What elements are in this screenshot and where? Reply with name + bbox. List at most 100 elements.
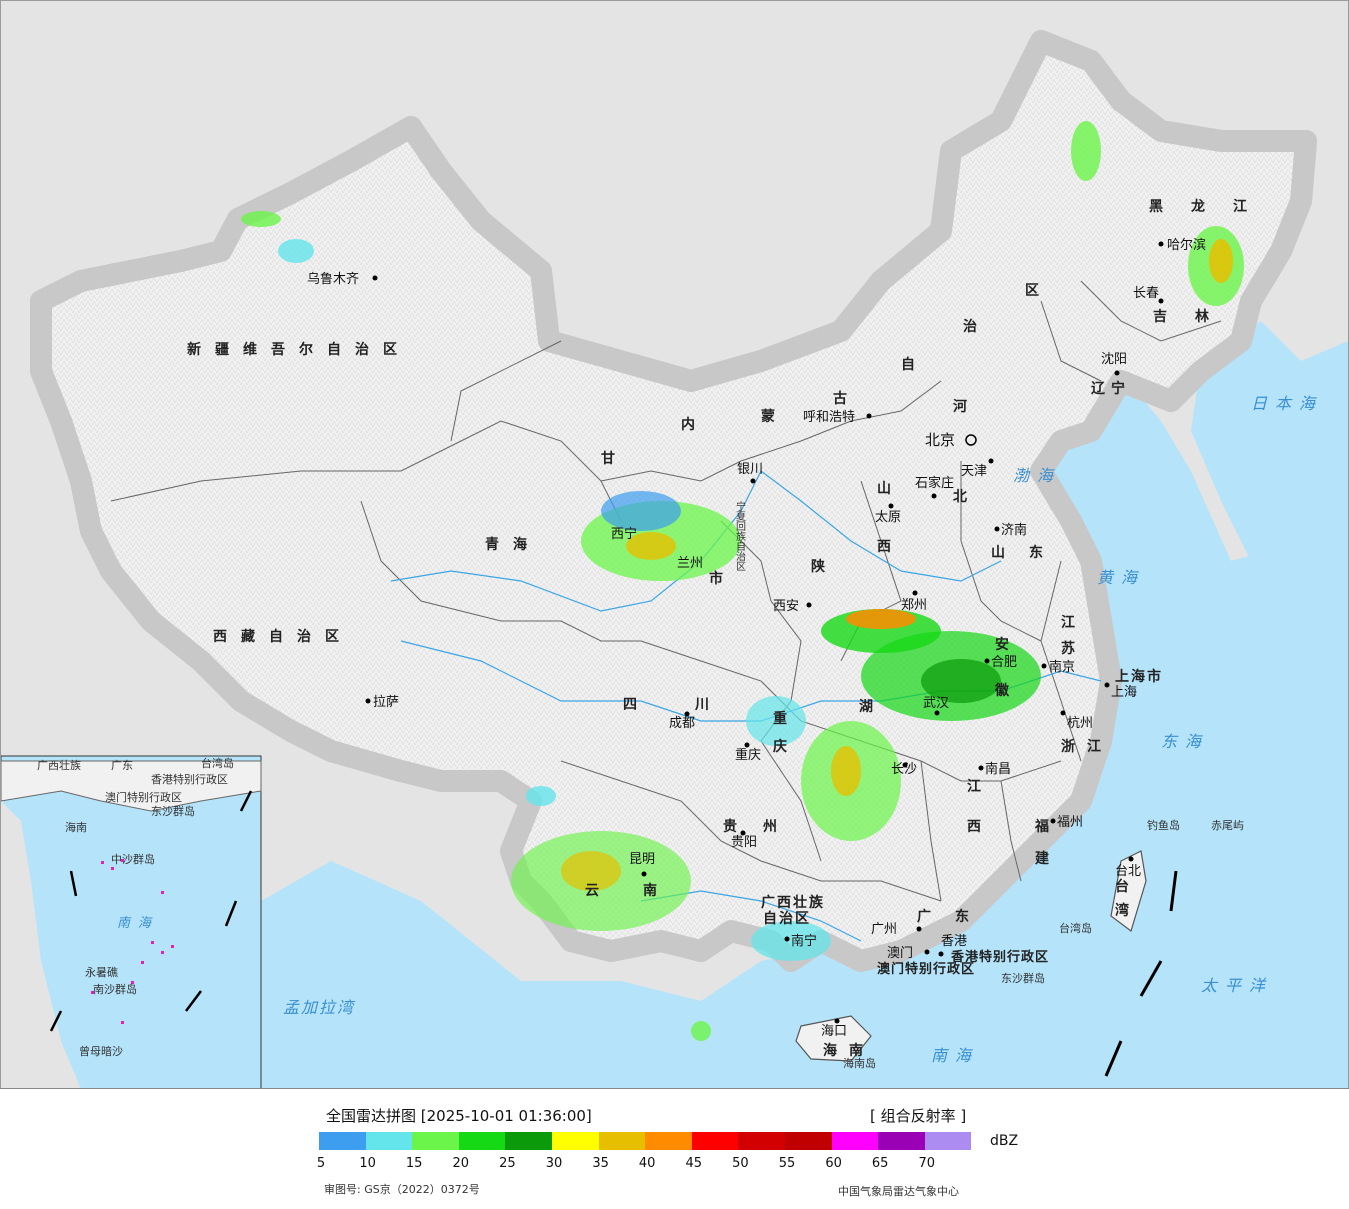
city-zhengzhou: 郑州 [901, 598, 927, 613]
city-hohhot: 呼和浩特 [803, 410, 855, 425]
label-hei: 黑 [1149, 199, 1177, 215]
inset-guangxi: 广西壮族 [37, 758, 81, 772]
label-qinghai: 青海 [485, 536, 541, 553]
tick-65: 65 [871, 1156, 889, 1171]
label-chong: 重 [773, 710, 801, 727]
label-an: 安 [995, 636, 1023, 653]
label-jiang-js: 江 [1061, 614, 1089, 631]
city-hongkong: 香港 [941, 934, 967, 949]
label-dong-gd: 东 [955, 908, 983, 925]
radar-echoes [241, 121, 1244, 1041]
city-urumqi: 乌鲁木齐 [307, 271, 359, 287]
city-shijiazhuang: 石家庄 [915, 475, 954, 491]
label-ji: 吉 [1153, 308, 1181, 325]
label-nanhai: 南海 [931, 1046, 979, 1065]
city-macau: 澳门 [887, 945, 913, 961]
label-liao: 辽 [1091, 381, 1119, 397]
label-zhou: 州 [762, 819, 791, 835]
inset-guangdong: 广东 [111, 759, 133, 772]
label-xizang: 西藏自治区 [213, 628, 353, 645]
unit-label: dBZ [990, 1133, 1019, 1149]
label-he-hebei: 河 [953, 398, 981, 415]
inset-dongsha: 东沙群岛 [151, 804, 195, 818]
city-tianjin: 天津 [961, 464, 987, 479]
color-swatch-9 [738, 1132, 785, 1150]
label-bengal-bay: 孟加拉湾 [283, 998, 356, 1017]
label-diaoyu: 钓鱼岛 [1147, 818, 1180, 832]
tick-50: 50 [732, 1156, 749, 1171]
label-jian: 建 [1035, 850, 1063, 867]
city-haikou: 海口 [821, 1024, 847, 1039]
tick-labels: 5 10 15 20 25 30 35 40 45 50 55 60 65 70 [0, 1156, 1349, 1172]
tick-55: 55 [778, 1156, 796, 1171]
city-hefei: 合肥 [991, 655, 1017, 670]
label-chiwei: 赤尾屿 [1211, 819, 1244, 832]
boundary-dashes [1104, 870, 1178, 1077]
label-dongsha: 东沙群岛 [1001, 971, 1045, 985]
city-wuhan: 武汉 [923, 696, 949, 711]
city-lanzhou: 兰州 [677, 556, 703, 571]
color-swatch-11 [831, 1132, 879, 1150]
label-taiwan-island: 台湾岛 [1059, 921, 1092, 935]
tick-10: 10 [359, 1156, 376, 1171]
approval-number: 审图号: GS京（2022）0372号 [324, 1183, 480, 1196]
label-qing: 庆 [773, 738, 801, 755]
color-bar [319, 1132, 972, 1150]
city-beijing: 北京 [925, 431, 955, 449]
city-changchun: 长春 [1133, 286, 1159, 301]
label-jiang-jx: 江 [967, 778, 995, 795]
city-taipei: 台北 [1115, 864, 1141, 879]
hainan-island [795, 1015, 872, 1062]
city-changsha: 长沙 [891, 762, 917, 777]
tick-70: 70 [918, 1156, 936, 1171]
inset-hk: 香港特别行政区 [151, 772, 228, 786]
label-gan: 甘 [601, 450, 629, 467]
inset-nanhai: 南海 [117, 916, 159, 931]
color-swatch-8 [691, 1132, 739, 1150]
city-nanchang: 南昌 [985, 761, 1011, 777]
label-dong-sd: 东 [1029, 544, 1057, 561]
city-guangzhou: 广州 [871, 922, 897, 937]
label-shi: 市 [709, 570, 737, 587]
tick-5: 5 [316, 1156, 326, 1171]
color-swatch-12 [878, 1132, 925, 1150]
tick-30: 30 [545, 1156, 563, 1171]
label-hu-hubei: 湖 [859, 699, 887, 715]
city-jinan: 济南 [1001, 522, 1027, 538]
label-zhi: 治 [963, 318, 991, 335]
city-kunming: 昆明 [629, 852, 655, 867]
color-swatch-0 [319, 1132, 366, 1150]
city-chongqing: 重庆 [735, 747, 761, 763]
city-shenyang: 沈阳 [1101, 352, 1127, 367]
label-shaan: 陕 [811, 558, 839, 575]
label-hk-sar: 香港特别行政区 [950, 949, 1049, 965]
label-long: 龙 [1190, 198, 1219, 215]
inset-nansha: 南沙群岛 [93, 982, 137, 996]
inset-macau: 澳门特别行政区 [105, 790, 182, 804]
color-swatch-1 [365, 1132, 413, 1150]
label-tai: 台 [1115, 878, 1143, 895]
south-sea-inset [1, 755, 262, 1089]
label-nan-hainan: 南 [849, 1042, 877, 1059]
label-nan-yunnan: 南 [643, 882, 671, 899]
city-guiyang: 贵阳 [731, 835, 757, 850]
label-meng: 蒙 [761, 408, 789, 425]
province-boundaries [110, 280, 1222, 902]
label-huanghai: 黄海 [1097, 568, 1145, 587]
label-zi: 自 [901, 356, 929, 373]
label-donghai: 东海 [1161, 732, 1209, 751]
tick-35: 35 [592, 1156, 609, 1171]
color-swatch-7 [645, 1132, 692, 1150]
city-lhasa: 拉萨 [373, 695, 399, 710]
color-swatch-10 [784, 1132, 832, 1150]
label-nei: 内 [681, 416, 709, 433]
label-lin: 林 [1195, 308, 1223, 325]
label-xinjiang: 新疆维吾尔自治区 [187, 341, 411, 358]
label-qu: 区 [1025, 283, 1053, 299]
city-yinchuan: 银川 [737, 462, 763, 477]
label-riben-hai: 日本海 [1251, 394, 1323, 413]
color-swatch-4 [505, 1132, 552, 1150]
label-gu: 古 [833, 390, 861, 407]
label-bohai: 渤海 [1013, 466, 1061, 485]
